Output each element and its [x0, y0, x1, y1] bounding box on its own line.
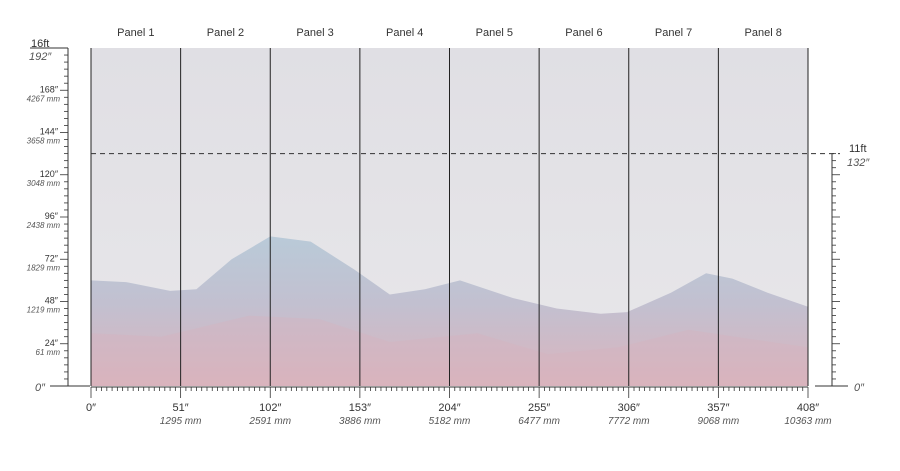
left-ruler-tick-mm: 3658 mm [27, 137, 61, 146]
panel-label: Panel 3 [296, 27, 333, 39]
bottom-ruler-label: 408″ [797, 402, 819, 414]
bottom-ruler-label: 51″ [173, 402, 189, 414]
bottom-ruler-label: 357″ [707, 402, 729, 414]
bottom-ruler-mm: 6477 mm [518, 416, 560, 427]
bottom-ruler-label: 306″ [618, 402, 640, 414]
panel-label: Panel 6 [565, 27, 602, 39]
bottom-ruler-mm: 7772 mm [608, 416, 650, 427]
right-ruler [815, 153, 848, 387]
left-ruler-top-label: 16ft [31, 38, 49, 50]
left-ruler-tick-label: 168″ [40, 84, 59, 94]
left-ruler-tick-mm: 2438 mm [26, 221, 61, 230]
left-ruler-tick-label: 96″ [45, 211, 59, 221]
panel-label: Panel 8 [745, 27, 782, 39]
panel-label: Panel 4 [386, 27, 423, 39]
left-ruler-tick-label: 72″ [45, 253, 59, 263]
bottom-ruler-label: 153″ [349, 402, 371, 414]
panel-dividers [90, 48, 809, 386]
panel-label: Panel 5 [476, 27, 513, 39]
left-ruler-tick-mm: 1219 mm [27, 306, 61, 315]
left-ruler: 168″4267 mm 144″3658 mm 120″3048 mm 96″2438… [26, 47, 90, 387]
left-ruler-tick-label: 120″ [40, 169, 59, 179]
bottom-ruler-mm: 5182 mm [429, 416, 471, 427]
bottom-ruler-mm: 10363 mm [784, 416, 831, 427]
right-ruler-zero-label: 0″ [854, 382, 865, 394]
right-ruler-top-label: 11ft [849, 143, 867, 155]
bottom-ruler-label: 204″ [438, 402, 460, 414]
bottom-ruler-label: 102″ [259, 402, 281, 414]
left-ruler-tick-mm: 4267 mm [27, 94, 61, 103]
bottom-ruler-label: 255″ [528, 402, 550, 414]
left-ruler-tick-mm: 1829 mm [27, 263, 61, 272]
bottom-ruler-mm: 2591 mm [248, 416, 291, 427]
left-ruler-tick-mm: 61 mm [36, 348, 61, 357]
left-ruler-tick-label: 144″ [40, 127, 59, 137]
panel-label: Panel 2 [207, 27, 244, 39]
right-ruler-top-sub: 132″ [847, 157, 870, 169]
panel-labels: Panel 1 Panel 2 Panel 3 Panel 4 Panel 5 Panel… [117, 27, 782, 39]
left-ruler-zero-label: 0″ [35, 382, 46, 394]
left-ruler-tick-mm: 3048 mm [27, 179, 61, 188]
bottom-ruler-mm: 1295 mm [160, 416, 202, 427]
bottom-ruler-mm: 9068 mm [698, 416, 740, 427]
panel-label: Panel 7 [655, 27, 692, 39]
left-ruler-tick-label: 24″ [45, 338, 59, 348]
bottom-ruler-mm: 3886 mm [339, 416, 381, 427]
left-ruler-top-sub: 192″ [29, 51, 52, 63]
bottom-ruler-label: 0″ [86, 402, 96, 414]
panel-label: Panel 1 [117, 27, 154, 39]
bottom-ruler: 0″ 51″ 1295 mm 102″ 2591 mm 153″ 3886 mm 204″ 51… [86, 386, 832, 427]
left-ruler-tick-label: 48″ [45, 296, 59, 306]
